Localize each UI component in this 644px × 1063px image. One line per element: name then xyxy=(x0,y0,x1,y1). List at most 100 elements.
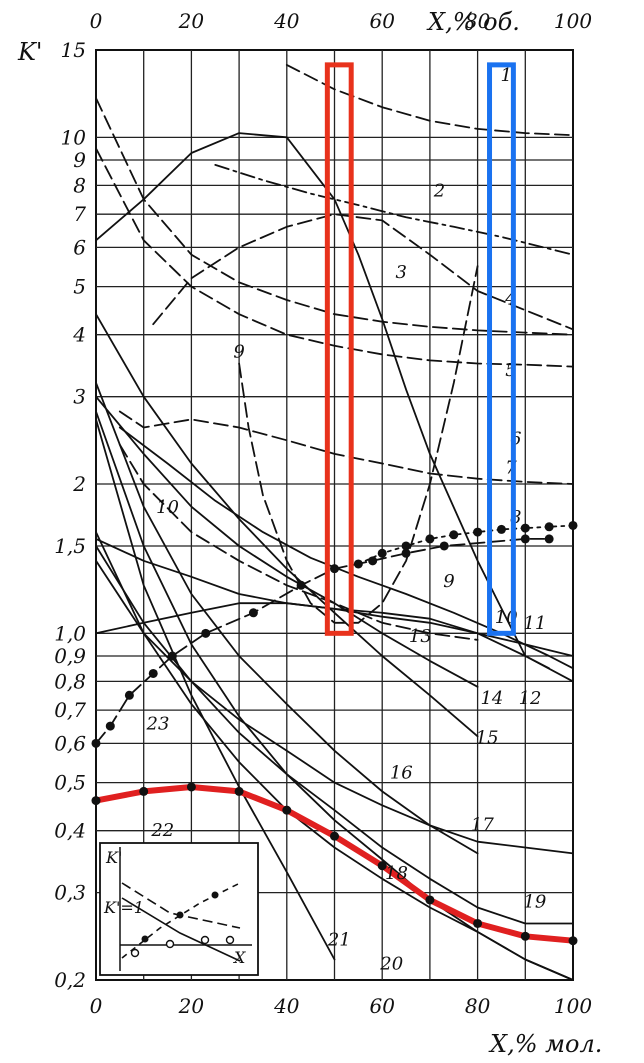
y-tick-label: 7 xyxy=(73,202,86,226)
series-line-13 xyxy=(95,602,574,657)
series-point-23 xyxy=(201,628,211,638)
series-point-23 xyxy=(368,556,378,566)
x-top-tick-label: 20 xyxy=(178,9,205,33)
curve-label: 18 xyxy=(385,863,408,884)
series-point-22 xyxy=(91,796,101,806)
series-line-4 xyxy=(95,97,574,336)
y-tick-label: 1,0 xyxy=(54,621,86,645)
y-tick-label: 10 xyxy=(61,125,87,149)
series-line-17 xyxy=(95,381,479,855)
curve-label: 21 xyxy=(327,929,351,950)
x-top-tick-label: 40 xyxy=(273,9,300,33)
chart-inset: K' K'=1 X xyxy=(99,842,259,976)
series-point-8 xyxy=(473,527,483,537)
y-tick-label: 1,5 xyxy=(54,534,86,558)
series-line-20 xyxy=(95,410,574,981)
x-bottom-tick-label: 0 xyxy=(90,994,103,1018)
curve-label: 14 xyxy=(480,688,503,709)
series-point-8 xyxy=(377,548,387,558)
y-tick-label: 0,7 xyxy=(54,698,86,722)
curve-label: 10 xyxy=(156,497,179,518)
series-line-14 xyxy=(95,395,479,688)
y-tick-label: 3 xyxy=(73,385,86,409)
chart-curves xyxy=(93,64,576,981)
series-point-23 xyxy=(401,548,411,558)
x-bottom-axis-label: X,% мол. xyxy=(488,1030,602,1058)
inset-solid-curve xyxy=(121,897,241,962)
x-bottom-tick-label: 20 xyxy=(178,994,205,1018)
curve-label: 19 xyxy=(523,892,546,913)
y-tick-label: 0,6 xyxy=(54,731,86,755)
y-tick-label: 0,2 xyxy=(54,968,86,992)
series-line-10 xyxy=(118,443,479,641)
x-top-tick-label: 80 xyxy=(465,9,491,33)
y-tick-label: 2 xyxy=(72,472,86,496)
series-point-8 xyxy=(568,520,578,530)
series-point-22 xyxy=(520,931,530,941)
curve-label: 22 xyxy=(150,820,174,841)
y-tick-label: 0,8 xyxy=(54,669,86,693)
y-tick-label: 9 xyxy=(73,148,86,172)
highlight-box-1 xyxy=(324,62,354,636)
series-line-23 xyxy=(95,538,550,745)
curve-label: 12 xyxy=(519,688,542,709)
chart-grid xyxy=(95,49,574,981)
series-line-12 xyxy=(118,426,574,670)
curve-label: 15 xyxy=(476,727,499,748)
x-top-axis-label: X,% об. xyxy=(426,8,520,36)
inset-open-marker xyxy=(130,948,140,958)
curve-label: 20 xyxy=(379,953,403,974)
series-point-23 xyxy=(296,580,306,590)
series-point-8 xyxy=(353,559,363,569)
axis-ticks: 1510987654321,51,00,90,80,70,60,50,40,30… xyxy=(54,9,592,1018)
series-point-8 xyxy=(496,524,506,534)
highlight-box-2 xyxy=(487,62,516,636)
series-line-18 xyxy=(95,545,574,925)
inset-x-label: X xyxy=(232,948,246,967)
y-tick-label: 8 xyxy=(73,173,86,197)
x-bottom-tick-label: 100 xyxy=(554,994,592,1018)
inset-ref-label: K'=1 xyxy=(103,898,144,917)
curve-label: 23 xyxy=(146,713,170,734)
series-point-23 xyxy=(124,690,134,700)
x-top-tick-label: 100 xyxy=(554,9,592,33)
series-line-8 xyxy=(357,524,574,565)
series-point-8 xyxy=(401,541,411,551)
inset-frame xyxy=(99,842,259,976)
series-point-23 xyxy=(520,534,530,544)
curve-label: 16 xyxy=(390,762,413,783)
curve-label: 1 xyxy=(500,65,511,86)
series-point-22 xyxy=(282,805,292,815)
series-point-22 xyxy=(473,918,483,928)
inset-open-marker xyxy=(200,935,210,945)
series-line-7 xyxy=(95,132,574,683)
y-tick-label: 4 xyxy=(72,323,86,347)
series-point-8 xyxy=(449,530,459,540)
x-bottom-tick-label: 60 xyxy=(369,994,395,1018)
inset-filled-marker xyxy=(141,935,149,943)
inset-dash-curve xyxy=(121,882,241,929)
chart-markers xyxy=(91,520,578,946)
y-tick-label: 5 xyxy=(73,275,86,299)
highlight-boxes xyxy=(324,62,516,636)
series-point-22 xyxy=(568,936,578,946)
curve-label: 13 xyxy=(409,626,432,647)
series-point-22 xyxy=(425,895,435,905)
y-axis-label: K' xyxy=(17,38,43,66)
series-point-22 xyxy=(186,782,196,792)
series-point-23 xyxy=(105,721,115,731)
series-point-23 xyxy=(148,668,158,678)
series-line-9 xyxy=(238,265,479,624)
series-point-22 xyxy=(330,831,339,841)
y-tick-label: 0,9 xyxy=(54,644,86,668)
y-tick-label: 0,3 xyxy=(54,881,86,905)
curve-label: 11 xyxy=(523,613,546,634)
series-point-8 xyxy=(520,523,530,533)
series-point-8 xyxy=(544,522,554,532)
curve-label: 9 xyxy=(233,341,244,362)
inset-y-label: K' xyxy=(105,848,122,867)
x-bottom-tick-label: 40 xyxy=(273,994,300,1018)
x-top-tick-label: 60 xyxy=(369,9,395,33)
